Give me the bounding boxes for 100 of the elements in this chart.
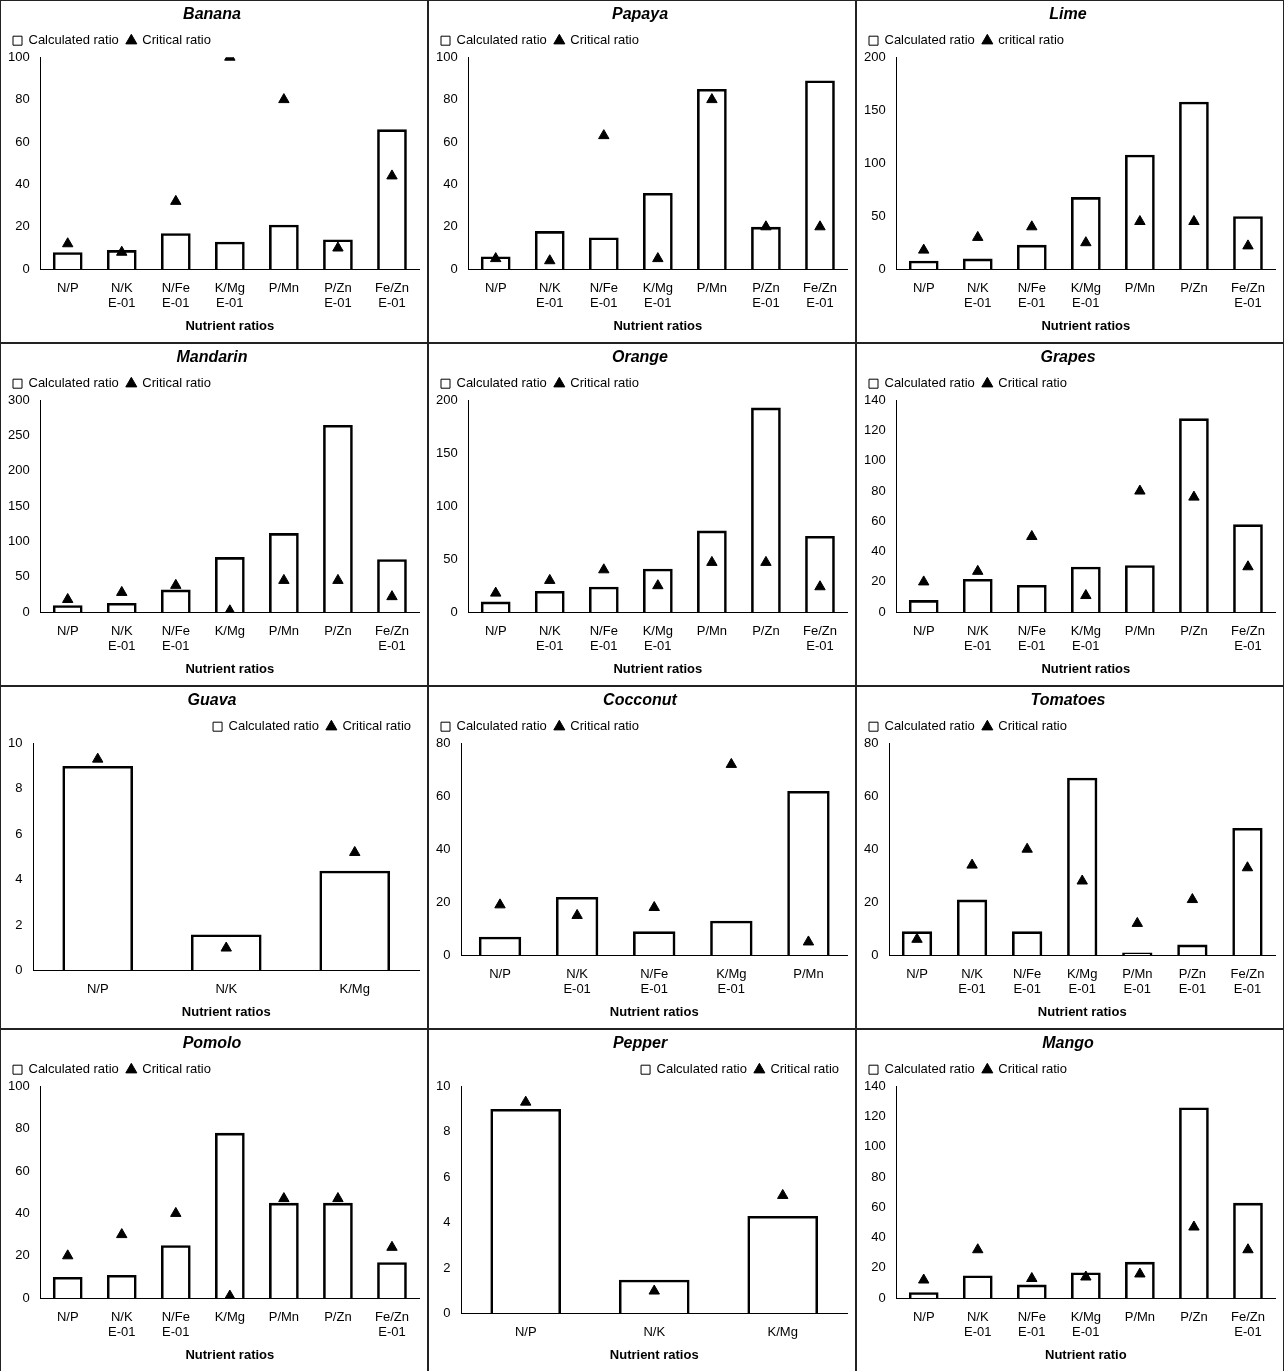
x-tick-label: N/K E-01 (536, 279, 564, 311)
legend-label: Critical ratio (570, 375, 639, 391)
y-tick-label: 0 (450, 603, 458, 619)
x-tick-label: P/Mn (793, 965, 824, 981)
x-tick-label: N/P (56, 279, 79, 295)
x-tick-label: P/Zn E-01 (1178, 965, 1207, 997)
legend-label: Critical ratio (570, 718, 639, 734)
x-tick-label: P/Mn (268, 622, 300, 638)
x-tick-label: N/K E-01 (563, 965, 591, 997)
x-tick-label: P/Mn (268, 1308, 300, 1324)
legend-label: Calculated ratio (884, 32, 975, 48)
y-tick-label: 60 (871, 512, 886, 528)
chart-title: Lime (1049, 5, 1087, 23)
x-tick-label: P/Zn (1180, 1308, 1208, 1324)
point (1076, 874, 1088, 885)
legend-label: critical ratio (998, 32, 1065, 48)
x-tick-label: N/K E-01 (108, 622, 136, 654)
y-tick-label: 80 (871, 482, 886, 498)
legend-label: Critical ratio (998, 375, 1067, 391)
x-tick-label: K/Mg E-01 (1070, 1308, 1102, 1340)
x-axis-title: Nutrient ratios (613, 317, 703, 333)
point (1134, 215, 1146, 225)
point (332, 1192, 344, 1203)
y-tick-label: 50 (871, 207, 886, 223)
y-tick-label: 120 (863, 422, 886, 438)
chart-title: Mango (1042, 1034, 1094, 1052)
x-axis-title: Nutrient ratios (1037, 1003, 1127, 1019)
x-axis-title: Nutrient ratios (181, 1003, 271, 1019)
legend-label: Critical ratio (142, 32, 211, 48)
point (1026, 220, 1038, 231)
point (918, 575, 930, 586)
point (972, 230, 984, 241)
x-tick-label: N/K E-01 (958, 965, 986, 997)
y-tick-label: 100 (435, 48, 458, 64)
y-tick-label: 80 (443, 91, 458, 107)
y-tick-label: 40 (15, 175, 30, 191)
x-tick-label: K/Mg (767, 1324, 798, 1340)
x-tick-label: Fe/Zn E-01 (802, 622, 837, 654)
y-tick-label: 4 (443, 1214, 451, 1230)
y-tick-label: 80 (863, 734, 879, 750)
y-tick-label: 4 (15, 871, 23, 887)
point (170, 194, 182, 205)
y-tick-label: 0 (15, 962, 23, 978)
y-tick-label: 80 (15, 1120, 30, 1136)
point (332, 573, 344, 584)
point (224, 1289, 236, 1299)
x-tick-label: N/Fe E-01 (1017, 279, 1046, 311)
y-tick-label: 200 (863, 48, 886, 64)
x-tick-label: N/P (912, 1308, 935, 1324)
y-tick-label: 40 (15, 1204, 30, 1220)
x-tick-label: K/Mg (214, 622, 246, 638)
y-tick-label: 100 (7, 48, 30, 64)
y-tick-label: 0 (878, 603, 886, 619)
point (544, 254, 556, 265)
point (598, 129, 610, 140)
x-axis-title: Nutrient ratios (185, 660, 275, 676)
y-tick-label: 100 (863, 452, 886, 468)
x-tick-label: P/Mn (1124, 622, 1156, 638)
legend-label: Calculated ratio (28, 1061, 119, 1077)
y-tick-label: 0 (22, 260, 30, 276)
y-tick-label: 120 (863, 1108, 886, 1124)
chart-title: Orange (611, 348, 669, 366)
y-tick-label: 20 (871, 573, 886, 589)
point (760, 220, 772, 231)
x-tick-label: P/Mn (1124, 279, 1156, 295)
x-tick-label: P/Zn (1180, 622, 1208, 638)
x-axis-title: Nutrient ratios (609, 1003, 699, 1019)
y-tick-label: 2 (443, 1259, 451, 1275)
y-tick-label: 60 (871, 1198, 886, 1214)
bar (190, 934, 262, 971)
x-tick-label: N/K (643, 1324, 666, 1340)
x-tick-label: N/P (912, 279, 935, 295)
chart-title: Cocconut (603, 691, 678, 709)
chart-title: Grapes (1040, 348, 1096, 366)
point (92, 752, 104, 763)
y-tick-label: 150 (7, 497, 30, 513)
point (116, 585, 128, 596)
y-tick-label: 10 (435, 1077, 451, 1093)
x-tick-label: P/Mn (696, 622, 728, 638)
point (1241, 861, 1254, 872)
x-tick-label: P/Mn (696, 279, 728, 295)
y-tick-label: 60 (435, 787, 451, 803)
x-tick-label: K/Mg (214, 1308, 246, 1324)
y-tick-label: 60 (15, 133, 30, 149)
x-tick-label: K/Mg E-01 (1067, 965, 1098, 997)
x-tick-label: K/Mg E-01 (716, 965, 747, 997)
y-tick-label: 40 (435, 840, 451, 856)
chart-title: Pepper (612, 1034, 668, 1052)
point (1134, 484, 1146, 495)
point (598, 563, 610, 574)
y-tick-label: 0 (22, 1289, 30, 1305)
y-tick-label: 100 (7, 1077, 30, 1093)
point (1188, 215, 1200, 225)
x-tick-label: Fe/Zn E-01 (1230, 1308, 1265, 1340)
point (760, 555, 772, 566)
point (1242, 1243, 1254, 1254)
x-tick-label: P/Zn (324, 1308, 352, 1324)
point (571, 908, 583, 919)
x-tick-label: K/Mg E-01 (1070, 622, 1102, 654)
point (386, 1240, 398, 1251)
